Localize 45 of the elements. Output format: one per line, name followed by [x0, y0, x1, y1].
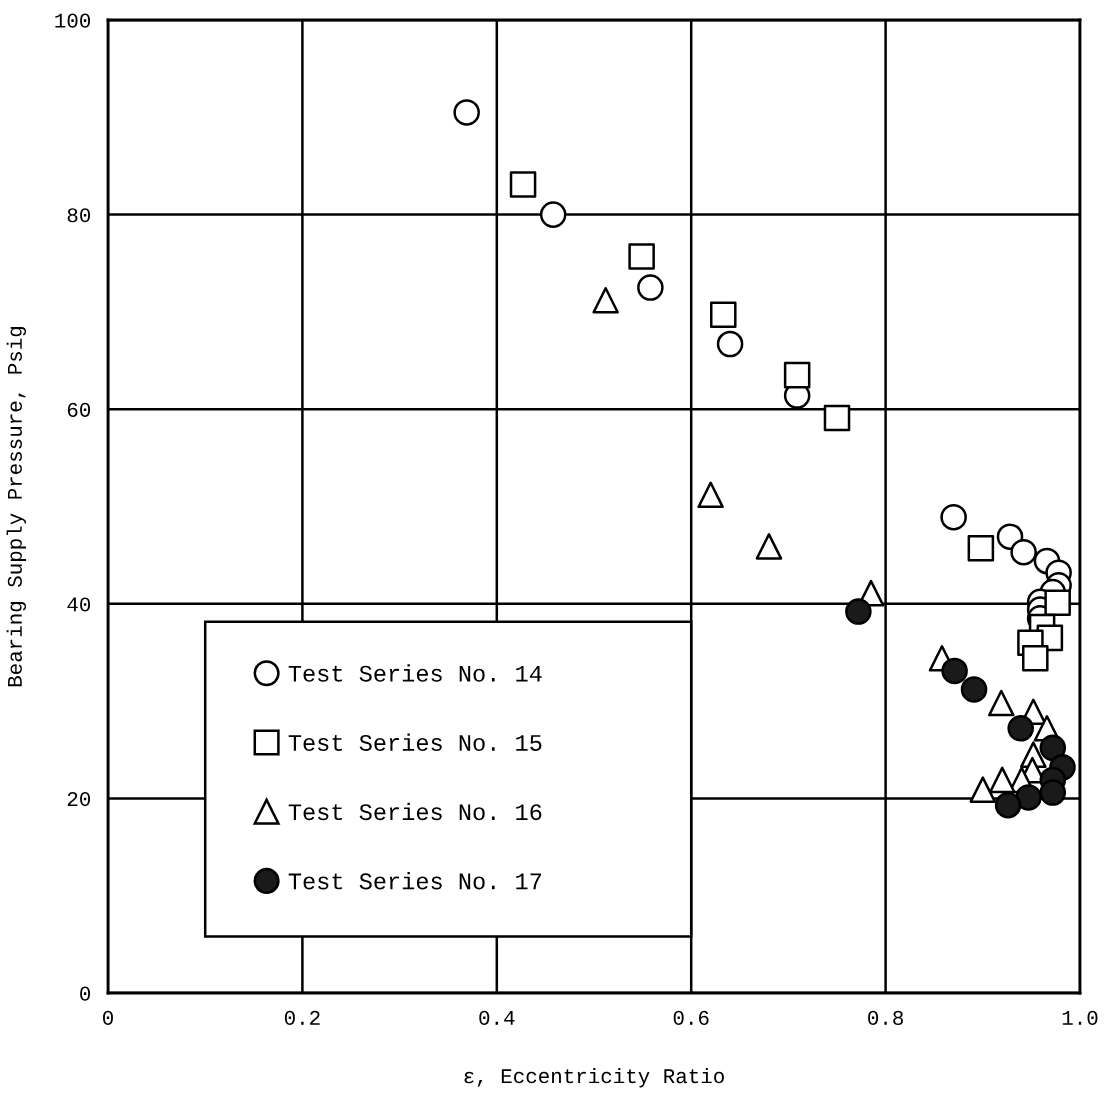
- point: [1015, 784, 1042, 811]
- point: [509, 171, 537, 198]
- legend-label: Test Series No. 14: [288, 664, 542, 682]
- legend-label: Test Series No. 17: [288, 872, 542, 890]
- x-tick-label: 0.6: [673, 1010, 709, 1025]
- point: [1007, 715, 1034, 742]
- x-tick-label: 0.4: [479, 1010, 515, 1025]
- point: [994, 791, 1022, 819]
- y-tick-label: 80: [67, 208, 91, 223]
- point: [967, 535, 995, 562]
- y-tick-label: 60: [67, 402, 91, 417]
- x-tick-label: 0.8: [868, 1010, 903, 1025]
- point: [697, 481, 724, 509]
- point: [453, 99, 480, 126]
- point: [710, 301, 737, 329]
- point: [539, 201, 567, 228]
- y-axis-title: Bearing Supply Pressure, Psig: [6, 327, 27, 687]
- legend-label: Test Series No. 16: [288, 802, 542, 821]
- x-tick-label: 0.2: [284, 1010, 320, 1025]
- point: [783, 361, 811, 389]
- point: [845, 598, 872, 625]
- point: [716, 330, 744, 358]
- point: [987, 689, 1015, 717]
- y-tick-label: 40: [67, 597, 91, 612]
- point: [969, 776, 997, 803]
- y-tick-label: 20: [67, 792, 91, 807]
- x-tick-label: 1.0: [1062, 1010, 1098, 1025]
- point: [592, 286, 619, 314]
- x-axis-title: ε, Eccentricity Ratio: [464, 1067, 724, 1088]
- point: [637, 274, 664, 301]
- point: [755, 533, 783, 560]
- point: [941, 657, 968, 685]
- point: [628, 243, 655, 270]
- point: [1010, 538, 1037, 566]
- y-tick-label: 100: [55, 13, 91, 28]
- point: [1022, 645, 1049, 672]
- point: [940, 503, 967, 531]
- legend-label: Test Series No. 15: [288, 733, 542, 751]
- point: [1039, 779, 1067, 806]
- point: [1044, 589, 1071, 617]
- y-tick-label: 0: [80, 986, 91, 1001]
- x-tick-label: 0: [103, 1010, 113, 1025]
- point: [823, 404, 851, 432]
- point: [1039, 734, 1067, 762]
- point: [960, 676, 988, 703]
